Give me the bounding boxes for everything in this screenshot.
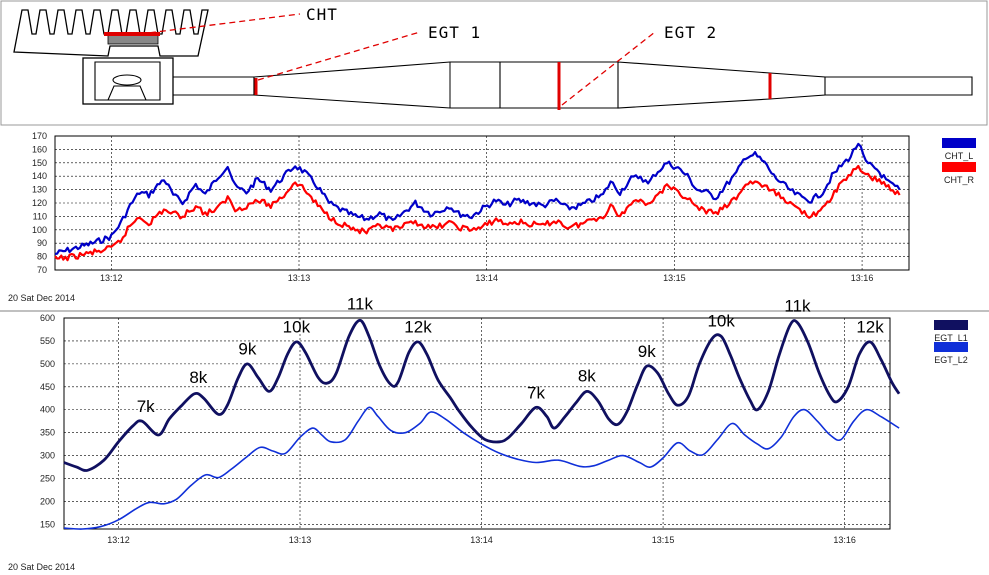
cht-leader (139, 13, 301, 35)
y-tick-label: 120 (32, 198, 47, 208)
x-tick-label: 13:15 (652, 535, 675, 545)
x-tick-label: 13:14 (475, 273, 498, 283)
cht-label: CHT (306, 5, 338, 24)
y-tick-label: 90 (37, 238, 47, 248)
rpm-label: 10k (283, 318, 311, 337)
cht-legend: CHT_L CHT_R (942, 138, 976, 185)
egt-date-label: 20 Sat Dec 2014 (8, 562, 75, 572)
y-tick-label: 130 (32, 185, 47, 195)
y-tick-label: 550 (40, 336, 55, 346)
rpm-label: 7k (137, 397, 155, 416)
cht-plot-area (54, 135, 910, 271)
piston-pin-icon (112, 74, 142, 86)
x-tick-label: 13:12 (100, 273, 123, 283)
egt-y-ticks: 150 200 250 300 350 400 450 500 550 600 (40, 313, 55, 529)
y-tick-label: 70 (37, 265, 47, 275)
cht-series (54, 142, 901, 262)
legend-swatch (942, 138, 976, 148)
rpm-label: 11k (784, 297, 811, 316)
cht-y-ticks: 70 80 90 100 110 120 130 140 150 160 170 (32, 131, 47, 275)
y-tick-label: 250 (40, 474, 55, 484)
y-tick-label: 140 (32, 171, 47, 181)
cht-x-ticks: 13:12 13:13 13:14 13:15 13:16 (100, 273, 873, 283)
y-tick-label: 350 (40, 428, 55, 438)
y-tick-label: 150 (40, 519, 55, 529)
rpm-label: 8k (189, 368, 207, 387)
legend-swatch (942, 162, 976, 172)
rpm-label: 7k (527, 383, 545, 402)
egt-series (63, 318, 901, 530)
legend-swatch (934, 342, 968, 352)
y-tick-label: 150 (32, 158, 47, 168)
rpm-label: 9k (638, 342, 656, 361)
y-tick-label: 160 (32, 144, 47, 154)
x-tick-label: 13:14 (470, 535, 493, 545)
engine-diagram: CHT EGT 1 EGT 2 (0, 0, 988, 126)
y-tick-label: 170 (32, 131, 47, 141)
egt1-leader (257, 31, 421, 81)
x-tick-label: 13:16 (851, 273, 874, 283)
legend-label: EGT_L1 (934, 333, 968, 343)
y-tick-label: 450 (40, 382, 55, 392)
x-tick-label: 13:15 (663, 273, 686, 283)
piston-icon (94, 61, 161, 101)
egt-plot-area (63, 317, 891, 530)
y-tick-label: 80 (37, 252, 47, 262)
connecting-rod-icon (107, 85, 147, 101)
expansion-chamber (253, 61, 973, 109)
y-tick-label: 200 (40, 496, 55, 506)
egt-l1-line (63, 318, 901, 472)
rpm-label: 11k (347, 295, 374, 314)
egt-l2-line (63, 406, 900, 530)
legend-swatch (934, 320, 968, 330)
egt-grid (64, 318, 890, 529)
head-gasket (107, 34, 159, 45)
cht-date-label: 20 Sat Dec 2014 (8, 293, 75, 303)
rpm-label: 9k (238, 340, 256, 359)
y-tick-label: 300 (40, 451, 55, 461)
rpm-label: 12k (856, 318, 884, 337)
rpm-label: 10k (707, 311, 735, 330)
egt2-label: EGT 2 (664, 23, 717, 42)
cht-l-line (54, 142, 901, 255)
y-tick-label: 400 (40, 405, 55, 415)
rpm-label: 12k (404, 318, 432, 337)
egt-legend: EGT_L1 EGT_L2 (934, 320, 968, 365)
cht-r-line (54, 164, 901, 262)
x-tick-label: 13:13 (288, 273, 311, 283)
y-tick-label: 600 (40, 313, 55, 323)
x-tick-label: 13:12 (107, 535, 130, 545)
egt1-label: EGT 1 (428, 23, 481, 42)
y-tick-label: 110 (33, 211, 47, 221)
y-tick-label: 100 (32, 225, 47, 235)
legend-label: CHT_L (945, 151, 974, 161)
legend-label: EGT_L2 (934, 355, 968, 365)
x-tick-label: 13:13 (289, 535, 312, 545)
y-tick-label: 500 (40, 359, 55, 369)
rpm-label: 8k (578, 366, 596, 385)
egt-rpm-annotations: 7k 8k 9k 10k 11k 12k 7k 8k 9k 10k 11k 12k (137, 295, 885, 416)
legend-label: CHT_R (944, 175, 975, 185)
egt-x-ticks: 13:12 13:13 13:14 13:15 13:16 (107, 535, 856, 545)
x-tick-label: 13:16 (833, 535, 856, 545)
